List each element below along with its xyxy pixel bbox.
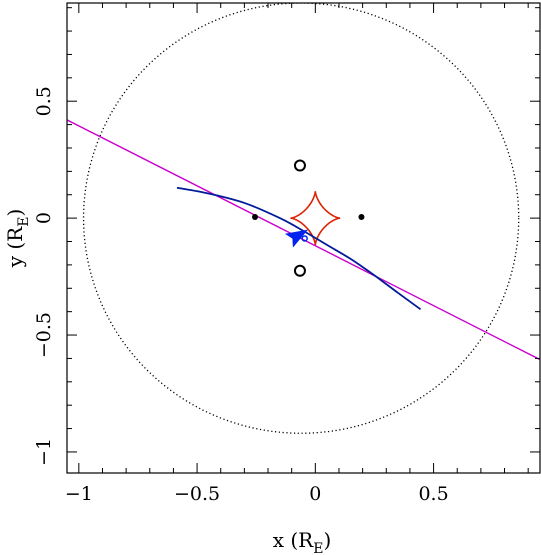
x-tick-label: −0.5 [174,483,220,505]
x-axis-label-close: ) [323,528,331,552]
source-position-marker [301,235,308,242]
x-axis-label: x (RE) [273,528,332,555]
plot-frame [66,2,541,474]
source-trajectory-curve [176,186,422,311]
x-tick-label: 0 [309,483,321,505]
caustic-curve [290,191,341,246]
einstein-ring [82,3,520,434]
tick-labels: −1 −0.5 0 0.5 −1 −0.5 0 0.5 [33,86,449,505]
direction-arrow [284,229,308,248]
y-tick-label: 0 [33,212,55,224]
lens-mass-point [252,213,259,220]
lens-mass-point [358,213,365,220]
y-tick-label: 0.5 [33,86,55,116]
x-tick-label: 0.5 [418,483,448,505]
y-axis-label: y (RE) [3,209,32,269]
y-tick-label: −0.5 [33,312,55,358]
x-axis-label-main: x (R [273,528,314,552]
x-axis-label-sub: E [313,541,323,555]
data-layer [67,3,540,434]
y-tick-label: −1 [33,438,55,466]
direction-arrow-group [284,229,308,248]
x-tick-label: −1 [65,483,93,505]
straight-trajectory-line [67,119,540,361]
image-point [293,264,306,277]
y-axis-label-sub: E [16,217,32,227]
y-axis-label-main: y (R [3,226,27,268]
axes-layer [66,2,541,474]
y-axis-label-close: ) [3,209,27,217]
image-point [293,159,306,172]
